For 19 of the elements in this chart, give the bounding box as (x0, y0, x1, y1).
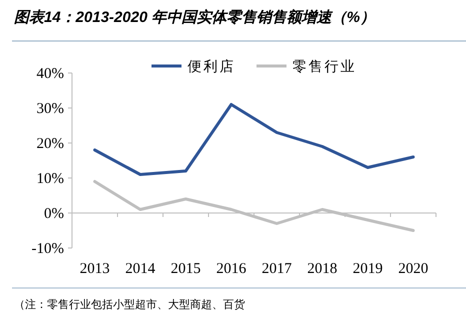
x-tick-label: 2018 (307, 261, 338, 277)
x-tick-label: 2016 (216, 261, 247, 277)
x-tick-label: 2013 (80, 261, 110, 277)
chart-title: 图表14：2013-2020 年中国实体零售销售额增速（%） (14, 8, 375, 26)
x-tick-label: 2019 (352, 261, 383, 277)
text: （注：零售行业包括小型超市、大型商超、百货 (14, 298, 245, 311)
y-tick-label: 10% (36, 171, 64, 187)
y-tick-label: -10% (32, 241, 64, 257)
x-tick-label: 2017 (262, 261, 292, 277)
y-tick-label: 0% (44, 206, 64, 222)
x-tick-label: 2020 (398, 261, 428, 277)
y-tick-label: 30% (36, 101, 64, 117)
x-tick-label: 2015 (170, 261, 201, 277)
y-tick-label: 20% (36, 136, 64, 152)
y-tick-label: 40% (36, 66, 64, 82)
line-series (93, 103, 415, 176)
legend-label: 零售行业 (292, 58, 356, 74)
x-tick-label: 2014 (125, 261, 156, 277)
legend-label: 便利店 (188, 58, 236, 74)
